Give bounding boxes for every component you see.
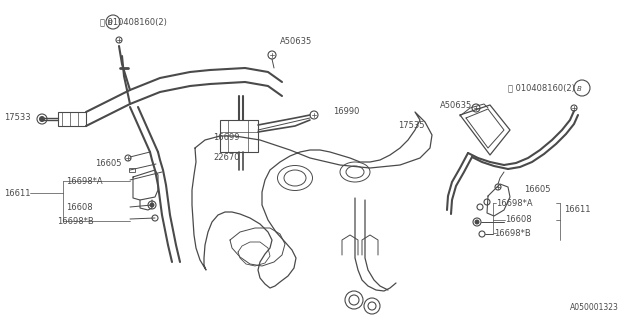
Text: 16611: 16611 (4, 188, 31, 197)
Text: A50635: A50635 (280, 37, 312, 46)
Text: 16698*A: 16698*A (66, 177, 102, 186)
FancyBboxPatch shape (220, 120, 258, 152)
FancyBboxPatch shape (58, 112, 86, 126)
Text: 16611: 16611 (564, 205, 591, 214)
Circle shape (150, 203, 154, 207)
Text: 16698*A: 16698*A (496, 198, 532, 207)
Text: 16608: 16608 (505, 215, 532, 225)
Text: 17535: 17535 (398, 122, 424, 131)
Text: 16605: 16605 (95, 158, 122, 167)
Text: 16699: 16699 (213, 133, 239, 142)
Text: 22670: 22670 (213, 154, 239, 163)
Text: 16605: 16605 (524, 186, 550, 195)
Text: B: B (577, 86, 581, 92)
FancyBboxPatch shape (129, 168, 135, 172)
Text: Ⓑ 010408160(2): Ⓑ 010408160(2) (100, 18, 167, 27)
Text: 17533: 17533 (4, 114, 31, 123)
Circle shape (474, 220, 479, 225)
Circle shape (39, 116, 45, 122)
Text: A50635: A50635 (440, 100, 472, 109)
Text: 16608: 16608 (66, 203, 93, 212)
Text: 16698*B: 16698*B (57, 217, 93, 226)
Text: 16698*B: 16698*B (494, 228, 531, 237)
Text: A050001323: A050001323 (570, 302, 619, 311)
Text: B: B (108, 20, 113, 26)
Text: Ⓑ 010408160(2): Ⓑ 010408160(2) (508, 84, 575, 92)
Text: 16990: 16990 (333, 108, 360, 116)
